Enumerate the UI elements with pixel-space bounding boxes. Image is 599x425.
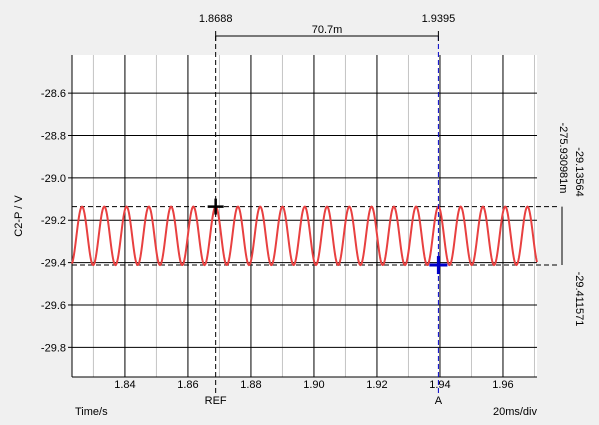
x-axis-label: Time/s	[75, 406, 108, 418]
level-low-value: -29.411571	[573, 272, 585, 327]
x-tick-label: 1.84	[114, 379, 135, 391]
y-tick-label: -29.8	[41, 342, 66, 354]
delta-y-value: -275.930981m	[557, 123, 569, 194]
x-tick-label: 1.96	[492, 379, 513, 391]
a-cursor-label: A	[435, 395, 443, 407]
y-tick-label: -29.4	[41, 258, 66, 270]
y-tick-label: -28.6	[41, 88, 66, 100]
x-tick-label: 1.94	[429, 379, 450, 391]
a-cursor-x-value: 1.9395	[422, 13, 456, 25]
y-tick-label: -28.8	[41, 131, 66, 143]
x-tick-label: 1.88	[240, 379, 261, 391]
plot-area	[72, 55, 537, 377]
y-tick-label: -29.0	[41, 173, 66, 185]
x-tick-label: 1.90	[303, 379, 324, 391]
x-tick-labels: 1.84 1.86 1.88 1.90 1.92 1.94 1.96	[114, 379, 513, 391]
y-tick-label: -29.2	[41, 215, 66, 227]
delta-x-value: 70.7m	[312, 24, 343, 36]
signal-trace	[71, 205, 538, 267]
y-tick-label: -29.6	[41, 300, 66, 312]
ref-cursor-x-value: 1.8688	[199, 13, 233, 25]
x-tick-label: 1.86	[177, 379, 198, 391]
y-tick-labels: -28.6 -28.8 -29.0 -29.2 -29.4 -29.6 -29.8	[41, 88, 66, 354]
a-cursor-marker[interactable]	[429, 256, 448, 275]
timebase-label: 20ms/div	[493, 406, 538, 418]
ref-cursor-marker[interactable]	[207, 198, 224, 215]
ref-cursor-label: REF	[205, 395, 227, 407]
y-axis-label: C2-P / V	[13, 195, 25, 237]
x-tick-label: 1.92	[366, 379, 387, 391]
level-high-value: -29.13564	[573, 147, 585, 197]
major-grid	[68, 55, 537, 377]
